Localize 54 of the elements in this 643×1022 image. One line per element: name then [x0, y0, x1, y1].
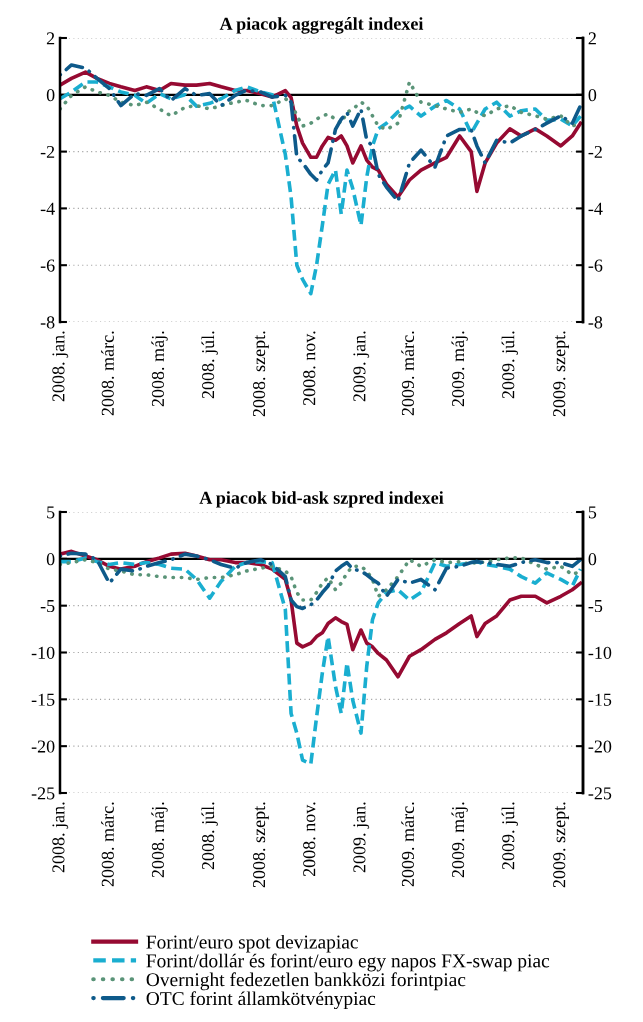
x-tick-label: 2008. máj.	[151, 802, 168, 878]
legend-label: Forint/euro spot devizapiac	[146, 934, 358, 953]
y-tick-label: -2	[40, 145, 55, 158]
x-tick-label: 2009. máj.	[451, 331, 468, 407]
x-tick-label: 2008. jan.	[52, 802, 69, 873]
y2-tick-label: -25	[588, 787, 612, 800]
x-tick-label: 2009. szept.	[553, 802, 569, 888]
y-tick-label: -4	[40, 202, 55, 215]
y-tick-label: 0	[46, 89, 55, 102]
x-tick-label: 2009. júl.	[501, 802, 519, 870]
y-tick-label: -25	[31, 787, 55, 800]
y-tick-label: -15	[31, 693, 55, 706]
y2-tick-label: 5	[588, 506, 597, 519]
x-tick-label: 2009. jan.	[353, 802, 370, 873]
y-tick-label: 0	[46, 553, 55, 566]
legend-label: Forint/dollár és forint/euro egy napos FX-swap piac	[146, 953, 550, 972]
x-tick-label: 2008. júl.	[201, 802, 218, 870]
y2-tick-label: -4	[588, 202, 603, 215]
x-tick-label: 2008. jan.	[52, 331, 69, 402]
legend-label: OTC forint államkötvénypiac	[146, 991, 376, 1010]
y-tick-label: 2	[46, 32, 55, 45]
x-tick-label: 2008. nov.	[303, 802, 316, 877]
y-tick-label: -10	[31, 646, 55, 659]
y2-tick-label: 2	[588, 32, 596, 45]
chart-title: A piacok bid-ask szpred indexei	[199, 491, 444, 508]
y-tick-label: -20	[31, 740, 55, 753]
y-tick-label: -8	[40, 316, 55, 329]
chart-title: A piacok aggregált indexei	[219, 17, 424, 34]
x-tick-label: 2009. márc.	[401, 802, 415, 887]
y-tick-label: 5	[47, 506, 55, 519]
x-tick-label: 2008. máj.	[151, 331, 168, 407]
y2-tick-label: -15	[588, 693, 612, 706]
x-tick-label: 2009. szept.	[553, 331, 569, 417]
x-tick-label: 2008. márc.	[101, 802, 114, 887]
y2-tick-label: -8	[588, 316, 603, 329]
y2-tick-label: -2	[588, 145, 602, 158]
x-tick-label: 2009. máj.	[451, 802, 468, 878]
y2-tick-label: -6	[588, 259, 603, 272]
x-tick-label: 2008. márc.	[101, 331, 114, 416]
x-tick-label: 2008. nov.	[303, 331, 316, 406]
x-tick-label: 2009. jan.	[353, 331, 370, 402]
y-tick-label: -6	[40, 259, 55, 272]
x-tick-label: 2008. júl.	[201, 331, 218, 399]
x-tick-label: 2009. márc.	[401, 331, 415, 416]
y2-tick-label: -20	[588, 740, 612, 753]
y2-tick-label: 0	[588, 553, 597, 566]
y2-tick-label: 0	[588, 89, 597, 102]
x-tick-label: 2008. szept.	[252, 802, 269, 888]
y2-tick-label: -10	[588, 646, 612, 659]
x-tick-label: 2009. júl.	[501, 331, 519, 399]
x-tick-label: 2008. szept.	[252, 331, 269, 417]
legend-label: Overnight fedezetlen bankközi forintpiac	[146, 972, 466, 991]
y-tick-label: -5	[40, 600, 55, 613]
y2-tick-label: -5	[588, 600, 603, 613]
